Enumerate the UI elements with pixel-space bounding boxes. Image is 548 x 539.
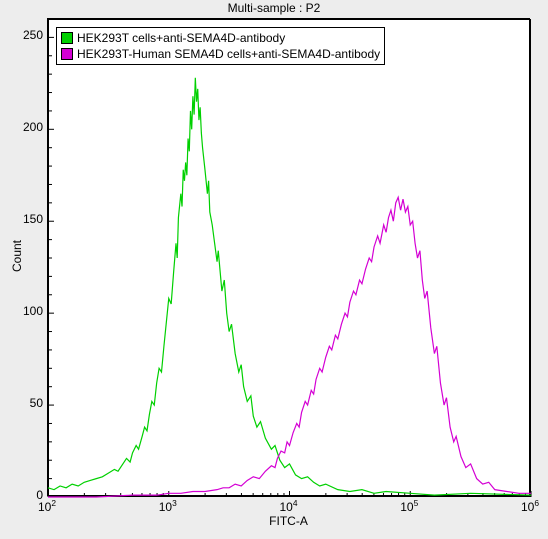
x-tick-label: 106 — [510, 498, 548, 514]
x-axis-label: FITC-A — [249, 514, 329, 528]
chart-title: Multi-sample : P2 — [0, 1, 548, 15]
plot-area: HEK293T cells+anti-SEMA4D-antibody HEK293… — [47, 18, 530, 496]
series-line — [48, 78, 531, 495]
legend-swatch — [61, 48, 73, 60]
x-tick-label: 104 — [269, 498, 309, 514]
y-tick-label: 100 — [13, 304, 43, 318]
legend-label: HEK293T-Human SEMA4D cells+anti-SEMA4D-a… — [77, 47, 380, 61]
chart-container: Multi-sample : P2 HEK293T cells+anti-SEM… — [0, 0, 548, 539]
y-tick-label: 200 — [13, 120, 43, 134]
x-tick-label: 102 — [27, 498, 67, 514]
legend-item: HEK293T-Human SEMA4D cells+anti-SEMA4D-a… — [61, 46, 380, 62]
y-tick-label: 150 — [13, 212, 43, 226]
legend-swatch — [61, 32, 73, 44]
y-tick-label: 250 — [13, 28, 43, 42]
series-line — [48, 197, 531, 497]
x-tick-label: 105 — [389, 498, 429, 514]
x-tick-label: 103 — [148, 498, 188, 514]
legend-label: HEK293T cells+anti-SEMA4D-antibody — [77, 31, 285, 45]
y-tick-label: 50 — [13, 396, 43, 410]
legend-item: HEK293T cells+anti-SEMA4D-antibody — [61, 30, 380, 46]
histogram-svg — [48, 19, 531, 497]
legend: HEK293T cells+anti-SEMA4D-antibody HEK293… — [56, 27, 385, 65]
y-axis-label: Count — [10, 226, 24, 286]
